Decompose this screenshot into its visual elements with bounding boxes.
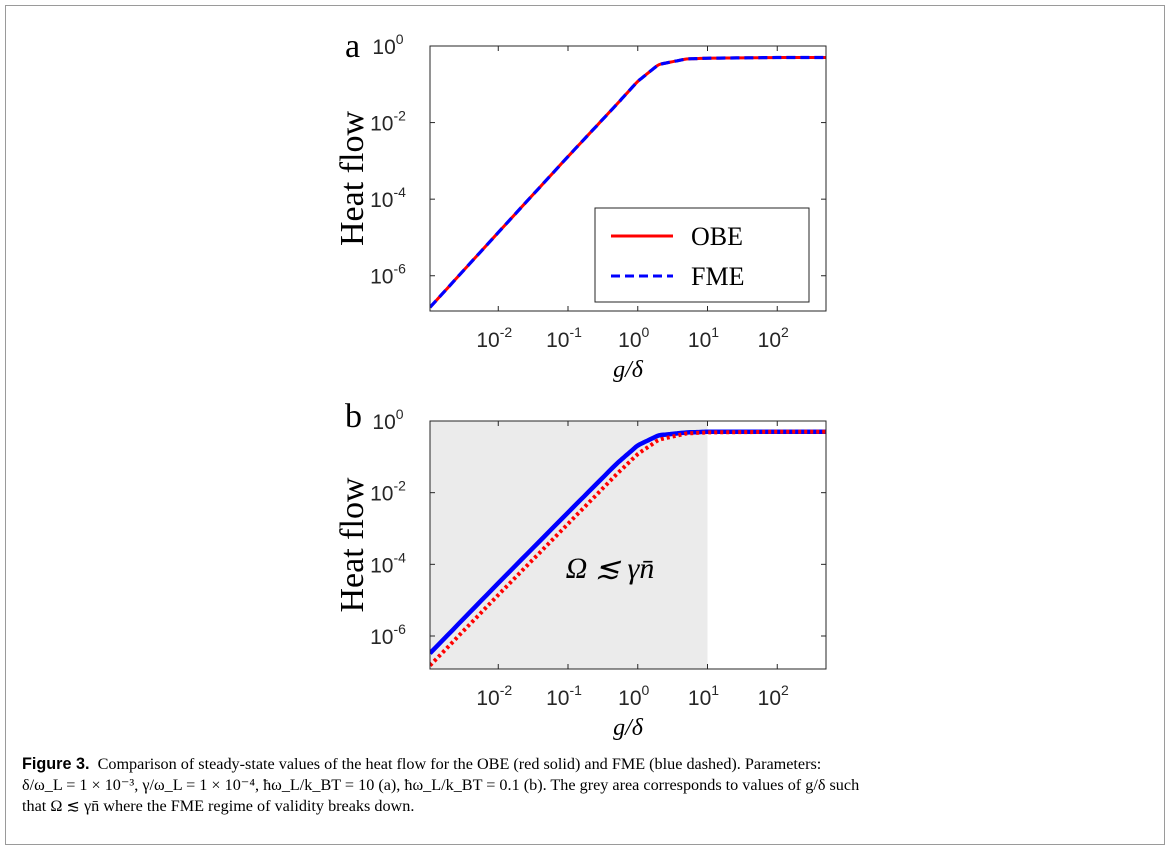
y-tick-label: 10-2 — [370, 108, 406, 136]
y-axis-label: Heat flow — [334, 111, 371, 246]
axes-box — [429, 420, 827, 670]
x-tick-label: 10-1 — [546, 682, 582, 710]
x-tick-label: 102 — [758, 324, 789, 352]
figure-caption: Figure 3. Comparison of steady-state val… — [22, 754, 1154, 817]
y-tick-label: 100 — [372, 406, 403, 434]
x-tick-label: 100 — [618, 324, 649, 352]
x-tick-label: 10-1 — [546, 324, 582, 352]
y-tick-label: 10-4 — [370, 184, 406, 212]
x-tick-label: 10-2 — [476, 682, 512, 710]
series-line-obe-a — [430, 56, 826, 309]
panel-label: a — [345, 28, 360, 65]
y-tick-label: 10-4 — [370, 549, 406, 577]
x-tick-label: 100 — [618, 682, 649, 710]
y-tick-label: 100 — [372, 31, 403, 59]
figure-plots: 10-2 10-1 100 101 102 100 10-2 10-4 10-6 g/δ Heat … — [334, 28, 827, 741]
x-axis-label: g/δ — [613, 357, 644, 383]
caption-line-2: δ/ω_L = 1 × 10⁻³, γ/ω_L = 1 × 10⁻⁴, ħω_L… — [22, 776, 860, 794]
axes-box — [429, 45, 827, 312]
legend-label-fme: FME — [691, 262, 744, 291]
panel-label: b — [345, 398, 362, 435]
legend: OBE FME — [594, 207, 810, 303]
region-annotation: Ω ≲ γn̄ — [566, 552, 655, 585]
validity-shaded-region — [430, 421, 708, 669]
legend-label-obe: OBE — [691, 222, 743, 251]
x-tick-label: 102 — [758, 682, 789, 710]
y-tick-label: 10-6 — [370, 621, 406, 649]
x-axis-label: g/δ — [613, 715, 644, 741]
x-tick-label: 101 — [688, 324, 719, 352]
x-tick-label: 101 — [688, 682, 719, 710]
caption-line-1: Figure 3. Comparison of steady-state val… — [22, 754, 1154, 775]
y-axis-label: Heat flow — [334, 477, 371, 612]
legend-box — [594, 207, 810, 303]
figure-frame — [5, 5, 1165, 845]
panel-a: 10-2 10-1 100 101 102 100 10-2 10-4 10-6 g/δ Heat … — [334, 28, 827, 383]
series-line-fme-b — [430, 429, 826, 655]
y-tick-label: 10-6 — [370, 261, 406, 289]
x-tick-label: 10-2 — [476, 324, 512, 352]
caption-text-1: Comparison of steady-state values of the… — [97, 755, 822, 773]
panel-b: 10-2 10-1 100 101 102 100 10-2 10-4 10-6 g/δ Heat … — [334, 398, 827, 741]
y-tick-label: 10-2 — [370, 478, 406, 506]
caption-line-3: that Ω ≲ γn̄ where the FME regime of val… — [22, 797, 415, 815]
figure-label: Figure 3. — [22, 755, 90, 773]
